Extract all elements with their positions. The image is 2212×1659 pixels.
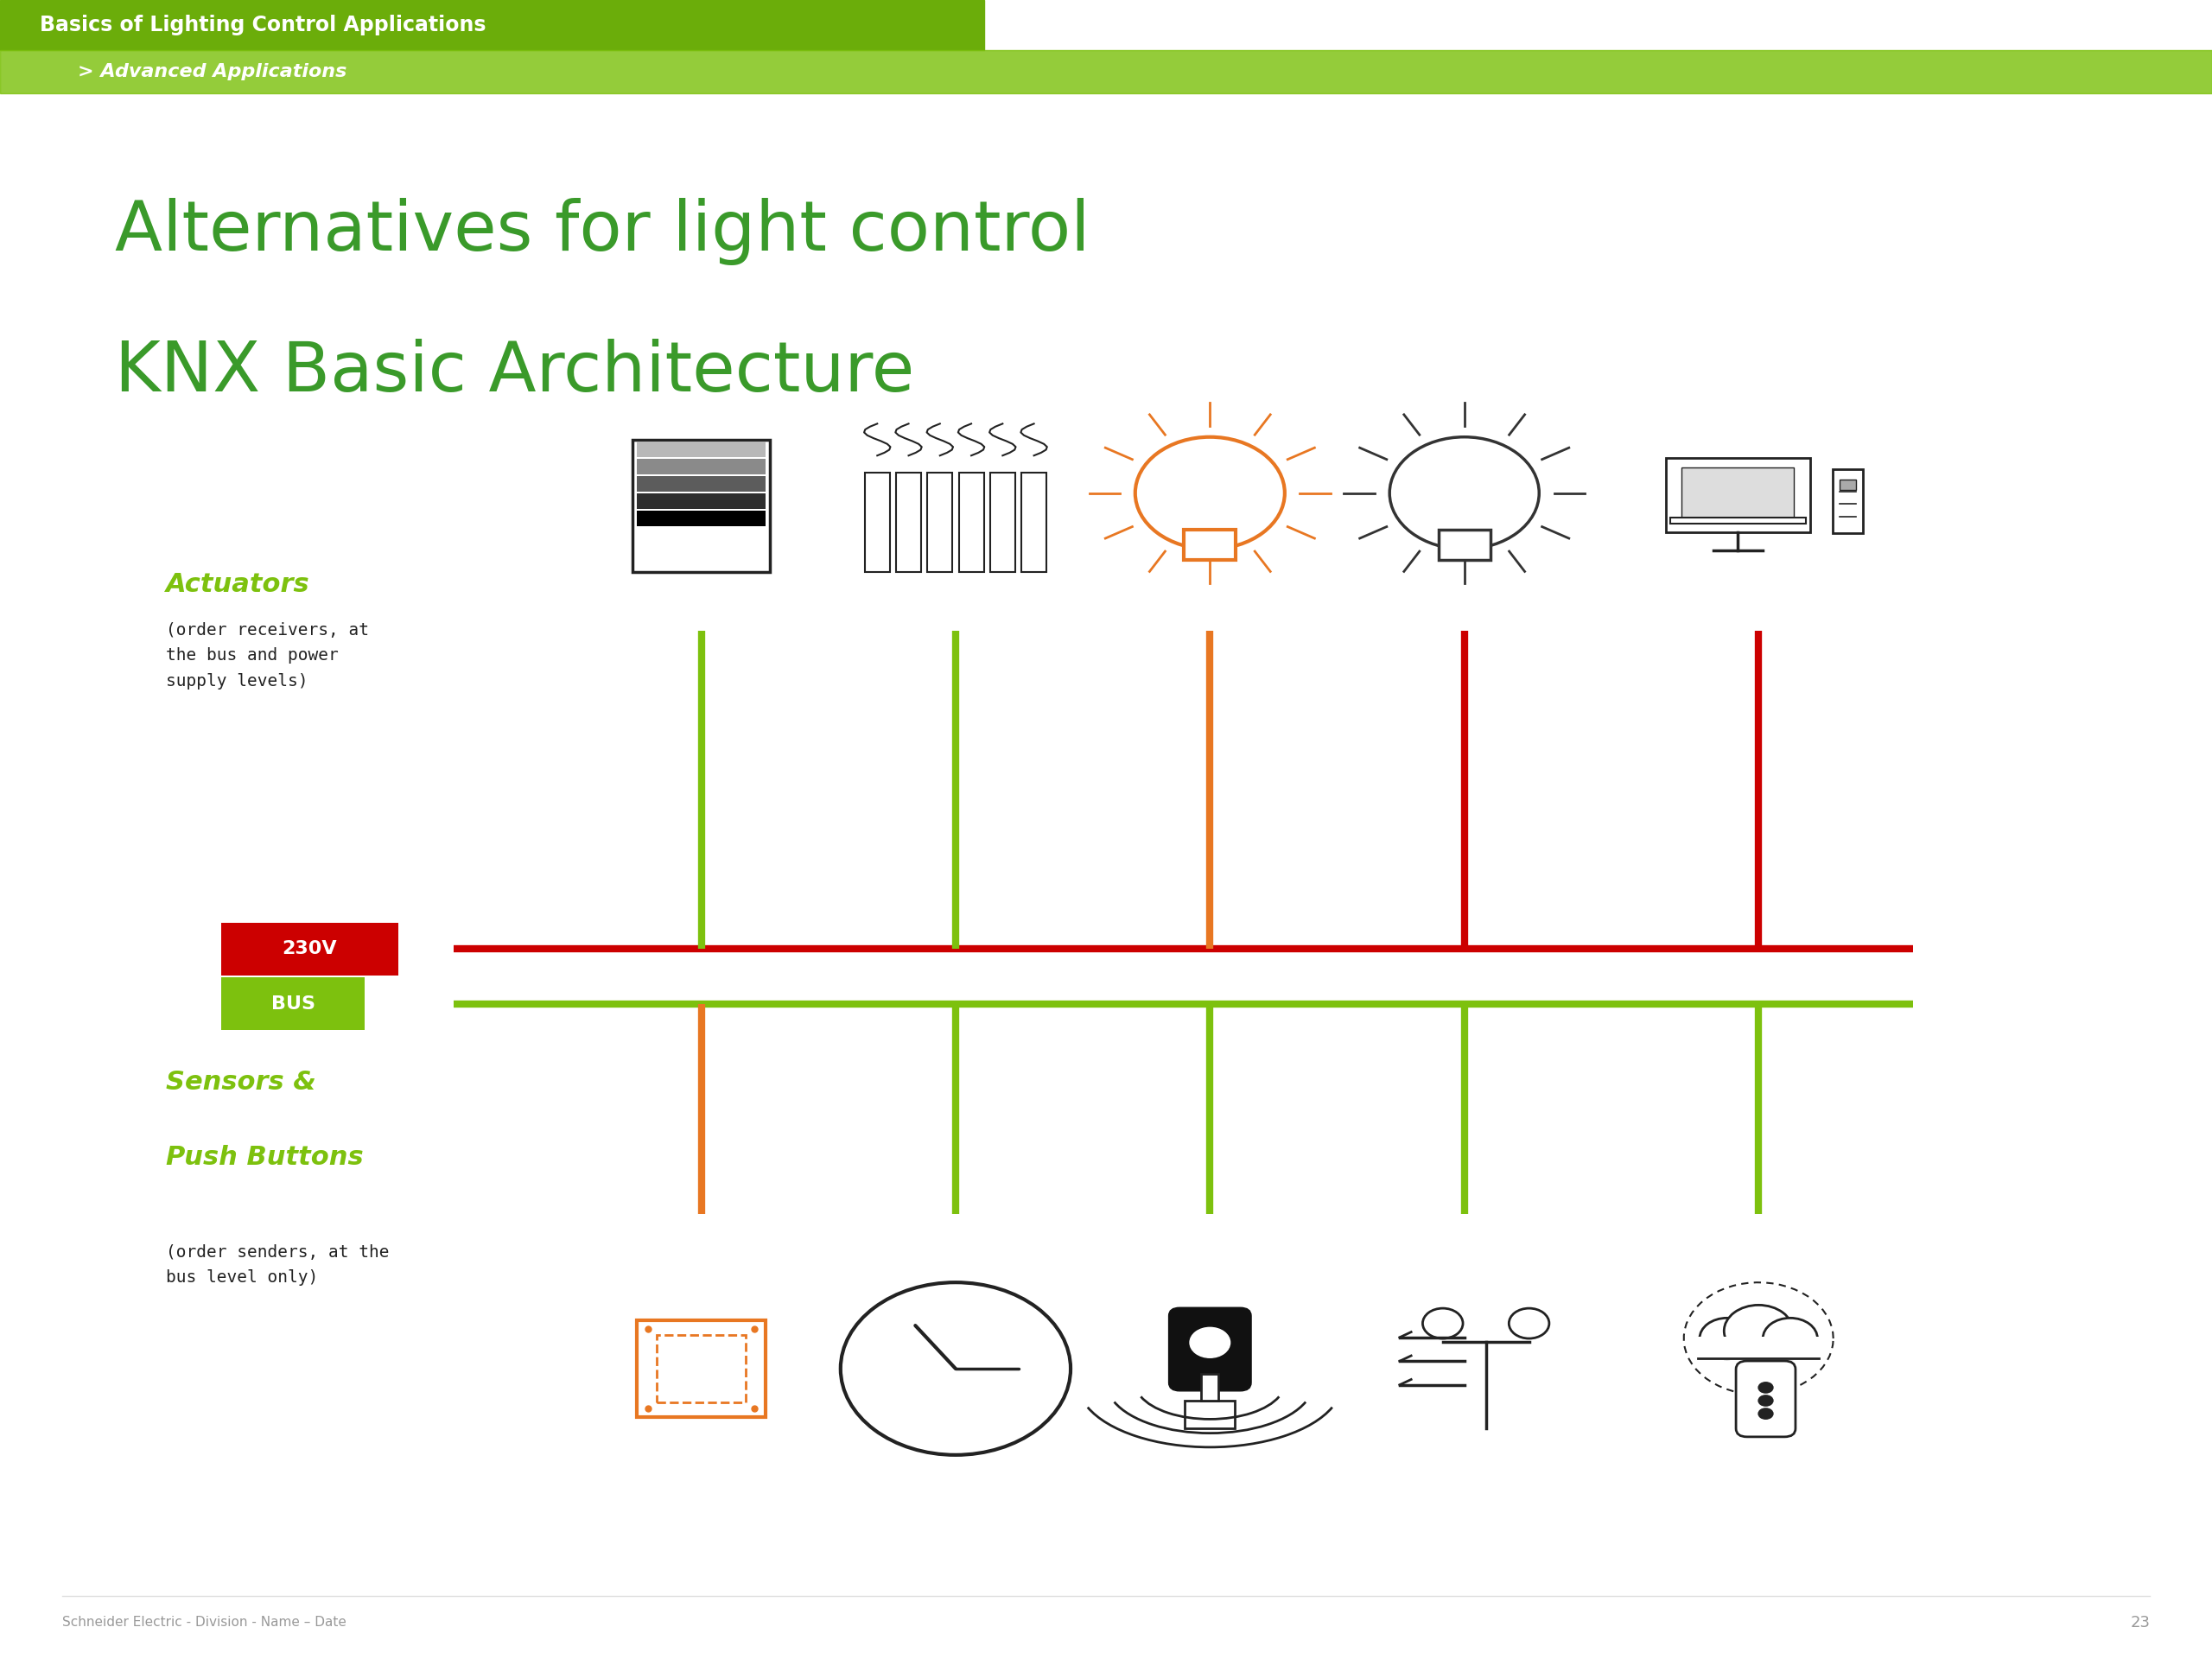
Bar bbox=[865, 473, 889, 572]
Bar bbox=[1022, 473, 1046, 572]
Bar bbox=[1681, 468, 1794, 521]
Bar bbox=[637, 476, 765, 491]
Circle shape bbox=[1763, 1317, 1818, 1359]
Text: (order receivers, at
the bus and power
supply levels): (order receivers, at the bus and power s… bbox=[166, 622, 369, 690]
Circle shape bbox=[1190, 1327, 1230, 1357]
Bar bbox=[633, 440, 770, 572]
Circle shape bbox=[1699, 1317, 1754, 1359]
Text: > Advanced Applications: > Advanced Applications bbox=[77, 63, 347, 80]
Bar bbox=[958, 473, 984, 572]
Bar bbox=[637, 493, 765, 509]
Text: 23: 23 bbox=[2130, 1614, 2150, 1631]
Bar bbox=[1838, 479, 1856, 489]
Circle shape bbox=[1422, 1309, 1462, 1339]
Bar bbox=[896, 473, 920, 572]
Circle shape bbox=[1759, 1382, 1774, 1394]
Text: Sensors &: Sensors & bbox=[166, 1070, 316, 1095]
Text: Alternatives for light control: Alternatives for light control bbox=[115, 197, 1091, 265]
Bar bbox=[1666, 458, 1809, 533]
Text: KNX Basic Architecture: KNX Basic Architecture bbox=[115, 338, 914, 406]
Text: Basics of Lighting Control Applications: Basics of Lighting Control Applications bbox=[40, 15, 487, 35]
FancyBboxPatch shape bbox=[1736, 1360, 1796, 1437]
Text: Push Buttons: Push Buttons bbox=[166, 1145, 363, 1170]
Bar bbox=[637, 511, 765, 526]
Bar bbox=[927, 473, 953, 572]
Bar bbox=[1186, 1400, 1234, 1428]
Bar bbox=[637, 458, 765, 474]
Bar bbox=[1670, 518, 1805, 524]
Bar bbox=[221, 977, 365, 1030]
Text: 230V: 230V bbox=[283, 941, 336, 957]
Circle shape bbox=[1723, 1306, 1794, 1357]
Circle shape bbox=[1389, 436, 1540, 549]
Bar bbox=[657, 1335, 745, 1402]
Bar bbox=[1832, 469, 1863, 533]
Bar bbox=[637, 1321, 765, 1417]
Text: BUS: BUS bbox=[272, 995, 314, 1012]
Text: Schneider Electric - Division - Name – Date: Schneider Electric - Division - Name – D… bbox=[62, 1616, 345, 1629]
Bar bbox=[991, 473, 1015, 572]
Bar bbox=[0, 0, 984, 50]
FancyBboxPatch shape bbox=[1168, 1307, 1252, 1390]
Circle shape bbox=[1135, 436, 1285, 549]
Bar bbox=[637, 441, 765, 456]
Circle shape bbox=[1759, 1395, 1774, 1407]
Text: Actuators: Actuators bbox=[166, 572, 310, 597]
Circle shape bbox=[1759, 1408, 1774, 1420]
Bar bbox=[0, 50, 2212, 93]
Bar bbox=[1699, 1337, 1818, 1360]
Bar bbox=[1201, 1374, 1219, 1400]
Bar bbox=[221, 922, 398, 975]
Text: (order senders, at the
bus level only): (order senders, at the bus level only) bbox=[166, 1244, 389, 1286]
Circle shape bbox=[1509, 1309, 1548, 1339]
Circle shape bbox=[841, 1282, 1071, 1455]
Bar bbox=[1183, 529, 1237, 559]
Bar bbox=[1438, 529, 1491, 559]
